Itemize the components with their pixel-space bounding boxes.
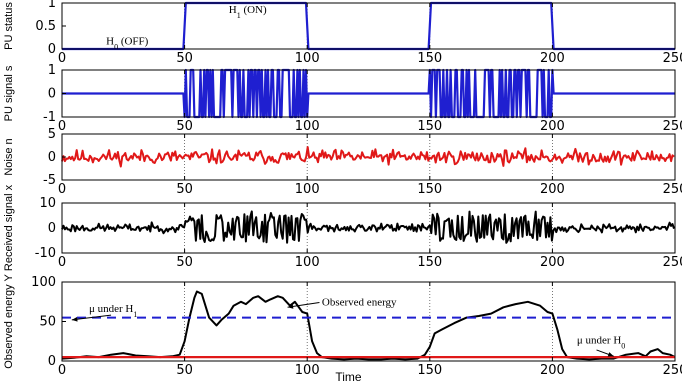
x-tick-label: 100: [295, 363, 320, 378]
x-tick-label: 250: [663, 119, 682, 134]
y-tick-label: 50: [39, 315, 56, 330]
y-axis-label: Observed energy Y: [3, 274, 15, 369]
x-tick-label: 50: [176, 119, 193, 134]
x-tick-label: 150: [417, 119, 442, 134]
x-tick-label: 150: [417, 51, 442, 66]
x-tick-label: 250: [663, 182, 682, 197]
x-tick-label: 100: [295, 119, 320, 134]
x-axis-label: Time: [335, 370, 362, 384]
y-tick-label: 0: [48, 150, 56, 165]
x-tick-label: 50: [176, 363, 193, 378]
y-tick-label: 0: [48, 221, 56, 236]
series-line-1: [62, 1, 675, 51]
x-tick-label: 0: [58, 51, 66, 66]
y-tick-label: 5: [48, 127, 56, 142]
y-tick-label: -1: [43, 110, 56, 125]
annotation-1: μ under H1: [89, 303, 137, 319]
x-tick-label: 150: [417, 182, 442, 197]
y-tick-label: -10: [35, 246, 56, 261]
y-tick-label: 100: [31, 275, 56, 290]
arrow-head: [71, 316, 78, 322]
panel-5: 0 50 100 150 200 250 0 50 100 Observed energy Y Ti…: [3, 274, 682, 384]
y-axis-label: PU status: [3, 2, 15, 50]
y-tick-label: 0: [48, 354, 56, 369]
annotation-2: H1 (ON): [229, 4, 267, 19]
y-axis-label: PU signal s: [3, 65, 15, 121]
x-tick-label: 200: [540, 51, 565, 66]
series-line-1: [61, 146, 675, 168]
series-line-1: [62, 68, 675, 119]
x-tick-label: 50: [176, 182, 193, 197]
annotation-2: Observed energy: [322, 297, 397, 309]
x-tick-label: 100: [295, 255, 320, 270]
series-line-1: [61, 210, 675, 244]
y-tick-label: 1: [48, 63, 56, 78]
annotation-3: μ under H0: [577, 335, 625, 351]
x-tick-label: 200: [540, 182, 565, 197]
x-tick-label: 200: [540, 119, 565, 134]
x-tick-label: 200: [540, 255, 565, 270]
x-tick-label: 0: [58, 363, 66, 378]
x-tick-label: 0: [58, 182, 66, 197]
arrow-head: [287, 304, 294, 309]
y-tick-label: 10: [39, 196, 56, 211]
x-tick-label: 0: [58, 119, 66, 134]
axes-frame: [61, 281, 676, 362]
y-tick-label: 0.5: [35, 19, 56, 34]
x-tick-label: 100: [295, 182, 320, 197]
annotation-arrow: [71, 314, 112, 321]
x-tick-label: 50: [176, 255, 193, 270]
x-tick-label: 100: [295, 51, 320, 66]
x-tick-label: 200: [540, 363, 565, 378]
x-tick-label: 150: [417, 363, 442, 378]
x-tick-label: 250: [663, 363, 682, 378]
y-axis-label: Received signal x: [3, 184, 15, 271]
x-tick-label: 250: [663, 255, 682, 270]
y-tick-label: -5: [43, 173, 56, 188]
axes-frame: [61, 2, 676, 50]
y-tick-label: 0: [48, 87, 56, 102]
y-tick-label: 0: [48, 42, 56, 57]
x-tick-label: 150: [417, 255, 442, 270]
y-axis-label: Noise n: [3, 138, 15, 175]
x-tick-label: 50: [176, 51, 193, 66]
arrow-head: [607, 352, 614, 357]
y-tick-label: 1: [48, 0, 56, 11]
x-tick-label: 250: [663, 51, 682, 66]
x-tick-label: 0: [58, 255, 66, 270]
